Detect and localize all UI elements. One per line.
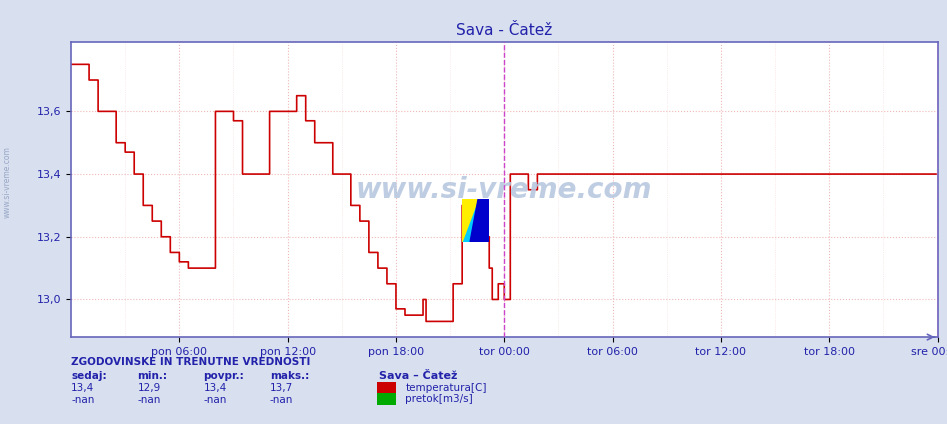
- Text: 13,4: 13,4: [71, 383, 95, 393]
- Text: povpr.:: povpr.:: [204, 371, 244, 382]
- Text: 13,7: 13,7: [270, 383, 294, 393]
- Text: -nan: -nan: [270, 395, 294, 405]
- Text: 13,4: 13,4: [204, 383, 227, 393]
- Text: maks.:: maks.:: [270, 371, 309, 382]
- Text: www.si-vreme.com: www.si-vreme.com: [356, 176, 652, 204]
- Text: 12,9: 12,9: [137, 383, 161, 393]
- Text: pretok[m3/s]: pretok[m3/s]: [405, 394, 474, 404]
- Text: -nan: -nan: [137, 395, 161, 405]
- Polygon shape: [470, 199, 489, 242]
- Text: -nan: -nan: [71, 395, 95, 405]
- Title: Sava - Čatež: Sava - Čatež: [456, 23, 552, 39]
- Polygon shape: [462, 199, 478, 242]
- Text: www.si-vreme.com: www.si-vreme.com: [3, 146, 12, 218]
- Text: sedaj:: sedaj:: [71, 371, 107, 382]
- Text: min.:: min.:: [137, 371, 168, 382]
- Text: Sava – Čatež: Sava – Čatež: [379, 371, 457, 382]
- Text: ZGODOVINSKE IN TRENUTNE VREDNOSTI: ZGODOVINSKE IN TRENUTNE VREDNOSTI: [71, 357, 311, 367]
- Text: temperatura[C]: temperatura[C]: [405, 382, 487, 393]
- Polygon shape: [462, 199, 489, 242]
- Text: -nan: -nan: [204, 395, 227, 405]
